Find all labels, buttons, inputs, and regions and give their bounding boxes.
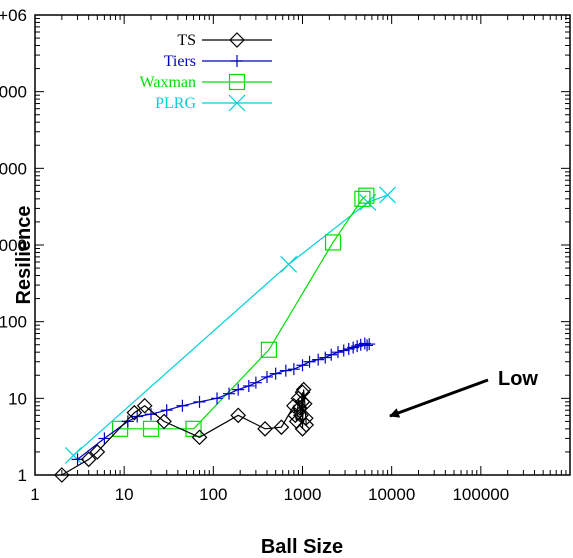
data-point-ts (293, 407, 309, 424)
low-annotation: Low (389, 368, 538, 418)
data-point-plrg (65, 447, 82, 464)
data-point-ts (291, 400, 308, 416)
legend-label-ts: TS (177, 32, 196, 49)
y-tick-labels: 1 10 100 1000 10000 100000 1e+06 (0, 6, 27, 485)
data-point-tiers (176, 399, 189, 412)
data-point-tiers (232, 383, 245, 396)
data-point-tiers (303, 355, 316, 368)
y-tick-label: 100000 (0, 83, 27, 102)
legend-marker-ts (229, 32, 245, 48)
legend-item-tiers: Tiers (164, 53, 272, 70)
data-point-tiers (223, 387, 236, 400)
data-point-ts (191, 429, 208, 446)
data-point-waxman (260, 341, 278, 358)
data-point-waxman (324, 234, 342, 251)
data-point-ts (257, 420, 273, 437)
y-tick-label: 1 (18, 466, 27, 485)
y-tick-label: 10 (8, 389, 27, 408)
series-plrg (65, 186, 397, 464)
data-point-tiers (279, 364, 292, 377)
x-tick-label: 10000 (368, 485, 415, 504)
y-tick-label: 1000 (0, 236, 27, 255)
data-point-waxman (142, 420, 160, 437)
data-point-ts (294, 420, 311, 437)
data-point-tiers (287, 363, 300, 376)
low-annotation-arrow (389, 378, 489, 418)
legend-marker-plrg (228, 94, 246, 112)
data-point-tiers (325, 348, 338, 361)
data-point-tiers (249, 376, 262, 389)
y-tick-label: 1e+06 (0, 6, 27, 25)
data-point-tiers (269, 367, 282, 380)
data-point-tiers (193, 395, 206, 408)
data-point-tiers (363, 338, 376, 351)
data-point-ts (230, 407, 247, 424)
data-point-ts (295, 381, 312, 398)
data-point-tiers (121, 415, 134, 428)
data-point-tiers (242, 379, 255, 392)
legend-marker-waxman (228, 73, 246, 91)
legend-item-plrg: PLRG (155, 94, 272, 112)
data-point-ts (89, 444, 106, 460)
x-tick-labels: 1 10 100 1000 10000 100000 (30, 485, 509, 504)
data-point-ts (136, 397, 153, 414)
series-tiers (71, 337, 376, 466)
data-point-plrg (359, 193, 377, 211)
y-tick-label: 100 (0, 313, 27, 332)
data-point-ts (80, 451, 97, 468)
series-waxman (111, 187, 375, 437)
data-point-ts (273, 419, 290, 436)
data-point-tiers (319, 351, 332, 364)
x-tick-label: 1000 (284, 485, 322, 504)
x-tick-label: 100000 (452, 485, 509, 504)
y-tick-label: 10000 (0, 159, 27, 178)
data-point-ts (298, 417, 315, 433)
series-line-waxman (120, 195, 367, 430)
data-point-waxman (358, 187, 375, 204)
series-layer (53, 186, 397, 483)
x-axis-title: Ball Size (261, 536, 343, 558)
legend-label-waxman: Waxman (140, 74, 196, 91)
x-tick-label: 10 (115, 485, 134, 504)
data-point-tiers (331, 346, 344, 359)
data-point-tiers (296, 359, 309, 372)
data-point-tiers (160, 404, 173, 417)
legend-label-plrg: PLRG (155, 95, 196, 112)
data-point-tiers (312, 353, 325, 366)
data-point-ts (296, 395, 313, 412)
data-point-plrg (379, 186, 397, 204)
data-point-tiers (361, 339, 374, 352)
legend-item-waxman: Waxman (140, 73, 272, 91)
y-axis-title: Resilience (13, 206, 35, 305)
data-point-ts (126, 404, 143, 421)
data-point-waxman (111, 420, 129, 437)
series-line-ts (61, 389, 307, 476)
x-tick-label: 1 (30, 485, 39, 504)
data-point-tiers (98, 432, 111, 445)
series-line-plrg (73, 194, 388, 456)
data-point-ts (53, 467, 70, 483)
legend: TS Tiers Waxman PLRG (140, 32, 272, 112)
low-annotation-label: Low (498, 368, 538, 390)
data-point-tiers (337, 344, 350, 357)
data-point-ts (287, 407, 304, 424)
series-ts (53, 381, 315, 483)
legend-marker-tiers (231, 55, 243, 67)
tick-marks (34, 15, 570, 476)
data-point-plrg (280, 255, 298, 273)
x-tick-label: 100 (199, 485, 227, 504)
legend-item-ts: TS (177, 32, 272, 49)
data-point-tiers (261, 370, 274, 383)
data-point-ts (156, 413, 172, 430)
data-point-waxman (354, 190, 371, 207)
data-point-tiers (211, 392, 224, 405)
data-point-ts (297, 410, 314, 427)
legend-label-tiers: Tiers (164, 53, 196, 70)
